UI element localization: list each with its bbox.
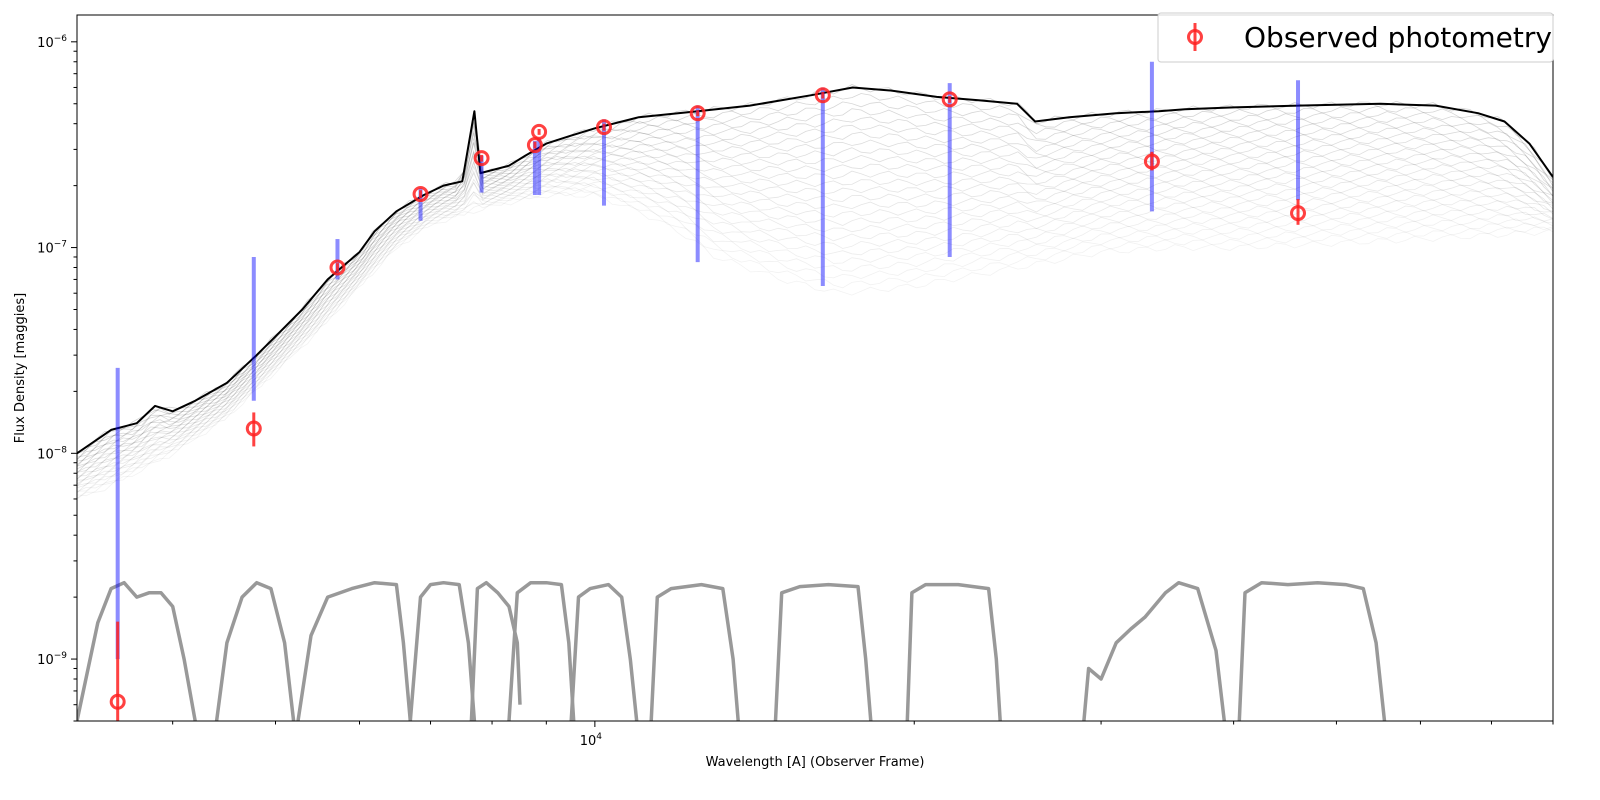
photometry-point-8 xyxy=(689,105,706,122)
filter-curve-11 xyxy=(1237,580,1387,721)
plot-content xyxy=(77,61,1553,721)
sed-sample-21 xyxy=(77,124,1553,466)
sed-best-fit-line xyxy=(77,86,1553,455)
filter-curve-4 xyxy=(469,580,522,721)
sed-sample-6 xyxy=(77,176,1553,486)
filter-curve-9 xyxy=(905,582,1002,721)
y-tick-base: 10 xyxy=(37,36,54,51)
legend-entry-observed-photometry: Observed photometry xyxy=(1244,21,1552,54)
y-axis-label: Flux Density [maggies] xyxy=(13,293,28,443)
sed-sample-22 xyxy=(77,116,1553,460)
photometry-point-3 xyxy=(412,186,429,203)
filter-curve-7 xyxy=(649,582,740,721)
filter-curve-0 xyxy=(77,580,197,721)
sed-sample-14 xyxy=(77,155,1553,473)
sed-sample-12 xyxy=(77,162,1553,477)
sed-sample-9 xyxy=(77,169,1553,481)
sed-sample-20 xyxy=(77,131,1553,462)
x-tick-base: 10 xyxy=(580,734,597,749)
photometry-point-6 xyxy=(531,123,548,140)
sed-sample-25 xyxy=(77,93,1553,453)
sed-sample-11 xyxy=(77,163,1553,480)
y-tick-exponent: −6 xyxy=(54,34,68,44)
photometry-point-7 xyxy=(595,119,612,136)
sed-sample-10 xyxy=(77,168,1553,485)
filter-curve-6 xyxy=(569,582,639,721)
sed-sample-15 xyxy=(77,152,1553,473)
sed-sample-17 xyxy=(77,147,1553,467)
sed-sample-2 xyxy=(77,187,1553,499)
filter-curve-5 xyxy=(507,580,576,721)
y-tick-base: 10 xyxy=(37,447,54,462)
y-tick-base: 10 xyxy=(37,242,54,257)
x-axis: 104 xyxy=(172,721,1554,749)
x-axis-label: Wavelength [A] (Observer Frame) xyxy=(706,755,925,770)
y-tick-label-3: 10−6 xyxy=(37,34,67,51)
sed-sample-1 xyxy=(77,189,1553,497)
y-tick-exponent: −8 xyxy=(54,445,68,455)
sed-sample-24 xyxy=(77,101,1553,461)
legend-box xyxy=(1157,12,1554,63)
x-tick-exponent: 4 xyxy=(596,732,602,742)
filter-curve-2 xyxy=(296,580,413,721)
y-tick-base: 10 xyxy=(37,653,54,668)
sed-sample-3 xyxy=(77,183,1553,493)
model-photometry xyxy=(115,61,1301,660)
photometry-point-2 xyxy=(329,259,346,276)
sed-sample-8 xyxy=(77,172,1553,487)
photometry-point-9 xyxy=(814,87,831,104)
filter-curves xyxy=(77,580,1387,721)
observed-photometry xyxy=(109,87,1307,721)
photometry-point-12 xyxy=(1290,205,1307,222)
filter-curve-10 xyxy=(1082,580,1227,721)
y-tick-label-0: 10−9 xyxy=(37,651,67,668)
y-tick-label-1: 10−8 xyxy=(37,445,67,462)
legend-marker xyxy=(1187,29,1203,45)
sed-sample-0 xyxy=(77,191,1553,500)
sed-sample-26 xyxy=(77,84,1553,455)
y-axis: 10−910−810−710−6 xyxy=(37,34,77,722)
filter-curve-3 xyxy=(408,580,477,721)
sed-sample-4 xyxy=(77,182,1553,492)
sed-sample-16 xyxy=(77,150,1553,474)
plot-frame xyxy=(76,14,1554,722)
y-tick-exponent: −9 xyxy=(54,651,68,661)
x-tick-label-0: 104 xyxy=(580,732,603,749)
photometry-point-4 xyxy=(473,150,490,167)
filter-curve-1 xyxy=(214,580,296,721)
sed-sample-7 xyxy=(77,175,1553,489)
y-tick-label-2: 10−7 xyxy=(37,240,67,257)
sed-sample-18 xyxy=(77,141,1553,470)
sed-posterior xyxy=(77,84,1553,500)
sed-sample-23 xyxy=(77,108,1553,458)
photometry-point-1 xyxy=(245,420,262,437)
filter-curve-8 xyxy=(773,582,873,721)
photometry-point-11 xyxy=(1143,153,1160,170)
legend: Observed photometry xyxy=(1157,12,1554,63)
sed-sample-19 xyxy=(77,137,1553,467)
photometry-point-0 xyxy=(109,693,126,710)
y-tick-exponent: −7 xyxy=(54,240,67,250)
sed-sample-13 xyxy=(77,158,1553,480)
sed-sample-5 xyxy=(77,180,1553,494)
photometry-point-10 xyxy=(941,91,958,108)
